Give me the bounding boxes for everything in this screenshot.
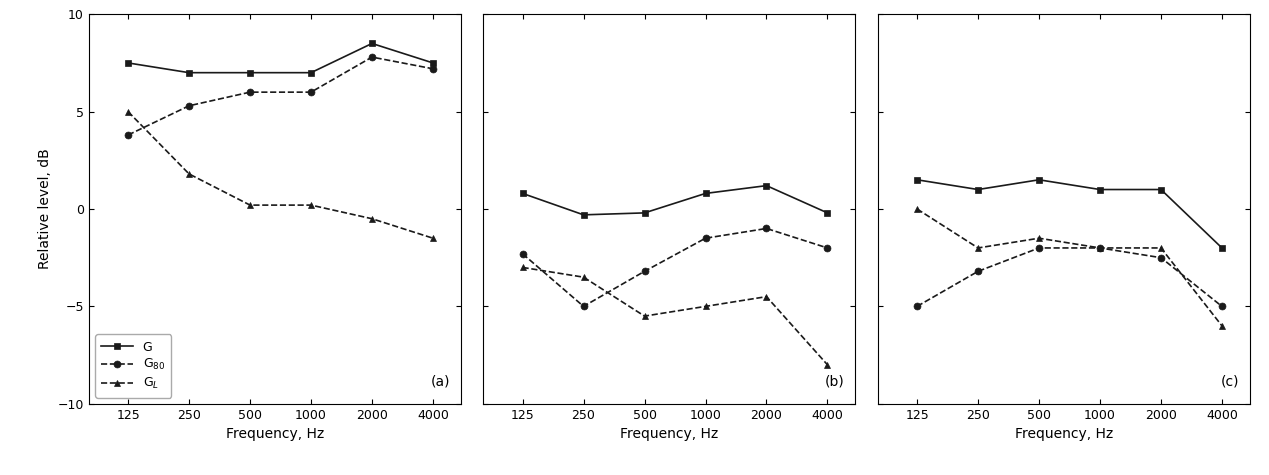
Text: (a): (a): [430, 374, 449, 388]
Text: (b): (b): [825, 374, 844, 388]
Legend: G, G$_{80}$, G$_L$: G, G$_{80}$, G$_L$: [95, 334, 171, 398]
X-axis label: Frequency, Hz: Frequency, Hz: [1015, 427, 1113, 441]
X-axis label: Frequency, Hz: Frequency, Hz: [621, 427, 718, 441]
X-axis label: Frequency, Hz: Frequency, Hz: [226, 427, 324, 441]
Y-axis label: Relative level, dB: Relative level, dB: [38, 149, 52, 269]
Text: (c): (c): [1221, 374, 1239, 388]
